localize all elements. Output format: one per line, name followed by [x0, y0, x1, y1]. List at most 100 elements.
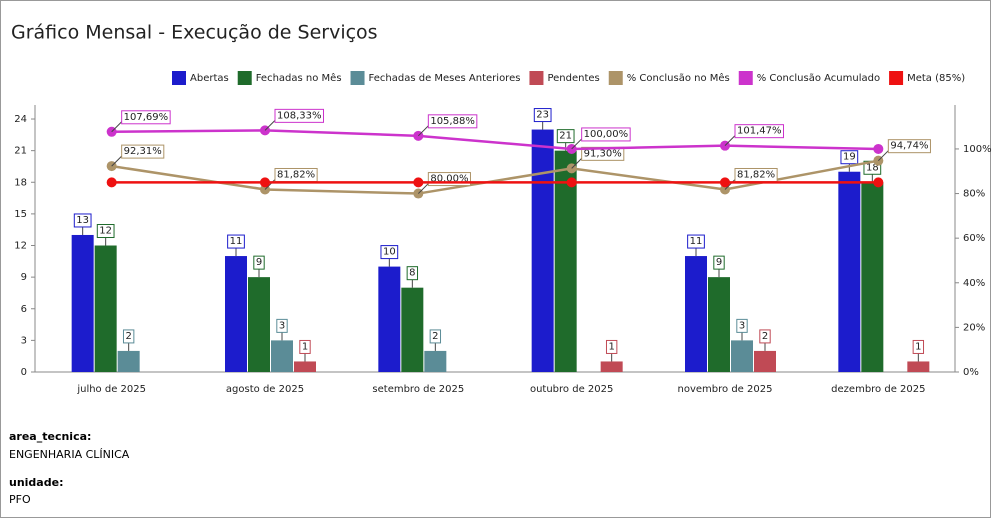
- bar: [225, 256, 247, 372]
- bar-label-box: [605, 339, 618, 354]
- bar: [600, 361, 623, 372]
- bar-label-box: [759, 329, 771, 344]
- bar-label-box: [556, 129, 575, 144]
- bar-label: 3: [739, 320, 745, 331]
- line-label: 107,69%: [124, 112, 168, 123]
- y2-tick-label: 60%: [963, 233, 985, 244]
- bar-label-box: [736, 318, 748, 333]
- bar-label: 19: [843, 152, 856, 163]
- bar-label-box: [122, 329, 135, 344]
- bar-label-box: [429, 329, 442, 344]
- line-label-box: [581, 127, 631, 142]
- bar: [248, 277, 270, 372]
- legend-label: Abertas: [190, 73, 229, 84]
- legend-label: Meta (85%): [907, 73, 965, 84]
- x-tick-label: dezembro de 2025: [831, 384, 925, 395]
- bar-label: 1: [608, 341, 614, 352]
- bar: [554, 150, 577, 372]
- bar: [117, 350, 140, 372]
- point: [413, 177, 424, 188]
- chart-title: Gráfico Mensal - Execução de Serviços: [11, 22, 378, 44]
- bar-label: 12: [99, 226, 112, 237]
- y2-tick-label: 100%: [963, 144, 992, 155]
- y-tick-label: 12: [14, 241, 27, 252]
- bar-label: 18: [866, 162, 879, 173]
- bar-label-box: [253, 255, 265, 270]
- bar-label-box: [380, 245, 399, 260]
- detail-label-text: area_tecnica:: [9, 430, 92, 443]
- bar-label-box: [713, 255, 725, 270]
- legend-label: % Conclusão Acumulado: [757, 73, 880, 84]
- legend-swatch: [608, 71, 623, 85]
- legend-swatch: [889, 71, 904, 85]
- line-label: 92,31%: [124, 146, 162, 157]
- legend-swatch: [529, 71, 544, 85]
- label-leader: [571, 157, 583, 169]
- line: [111, 129, 879, 151]
- label-leader: [877, 150, 889, 162]
- legend-swatch: [237, 71, 252, 85]
- label-leader: [111, 155, 123, 167]
- bar-label-box: [96, 224, 115, 239]
- x-tick-label: outubro de 2025: [530, 384, 613, 395]
- legend-swatch: [350, 71, 365, 85]
- point: [720, 177, 730, 188]
- bar-label: 2: [432, 331, 438, 342]
- legend-label: % Conclusão no Mês: [627, 72, 730, 84]
- line-label: 91,30%: [584, 148, 622, 159]
- y-tick-label: 6: [21, 304, 27, 315]
- bar: [294, 361, 316, 372]
- bar-label: 3: [279, 320, 285, 331]
- point: [106, 177, 117, 188]
- bar-label: 1: [302, 341, 308, 352]
- bar: [708, 277, 730, 372]
- bar-label-box: [73, 213, 92, 228]
- bar-label-box: [687, 234, 705, 249]
- bar-label-box: [840, 150, 859, 165]
- bar-label: 21: [559, 131, 572, 142]
- label-leader: [417, 125, 429, 137]
- label-leader: [571, 138, 583, 150]
- bar: [861, 182, 884, 372]
- y-tick-label: 21: [14, 146, 27, 157]
- bar-label-box: [533, 108, 552, 123]
- bar: [94, 245, 117, 372]
- legend-swatch: [738, 71, 753, 85]
- line-label: 81,82%: [277, 169, 315, 180]
- detail-label-text: unidade:: [9, 476, 64, 489]
- y2-tick-label: 0%: [963, 367, 979, 378]
- x-tick-label: novembro de 2025: [678, 384, 773, 395]
- label-leader: [417, 183, 429, 194]
- bar-label-box: [912, 339, 925, 354]
- legend-swatch: [172, 71, 186, 85]
- bar-label-box: [227, 234, 245, 249]
- y-tick-label: 18: [14, 177, 27, 188]
- bar-label-box: [406, 266, 419, 281]
- line-label: 100,00%: [584, 129, 629, 140]
- y-tick-label: 3: [21, 335, 27, 346]
- detail-label: area_tecnica:: [9, 430, 91, 443]
- y2-tick-label: 80%: [963, 189, 985, 200]
- bar: [378, 266, 401, 372]
- bar-label: 13: [76, 215, 89, 226]
- bar-label: 9: [716, 257, 722, 268]
- y-tick-label: 9: [21, 272, 27, 283]
- y2-tick-label: 20%: [963, 322, 985, 333]
- detail-label: unidade:: [9, 476, 63, 489]
- line-label-box: [734, 124, 784, 139]
- bar-label: 2: [125, 331, 131, 342]
- label-leader: [111, 121, 123, 133]
- bar-label-box: [276, 318, 288, 333]
- bar: [424, 350, 447, 372]
- legend-label: Pendentes: [547, 73, 599, 84]
- detail-value: ENGENHARIA CLÍNICA: [9, 448, 130, 461]
- bar-label: 23: [536, 110, 549, 121]
- bar-label: 10: [383, 247, 396, 258]
- detail-value: PFO: [9, 493, 31, 506]
- line-label: 94,74%: [890, 141, 928, 152]
- legend-label: Fechadas de Meses Anteriores: [369, 73, 521, 84]
- line-label: 80,00%: [430, 174, 468, 185]
